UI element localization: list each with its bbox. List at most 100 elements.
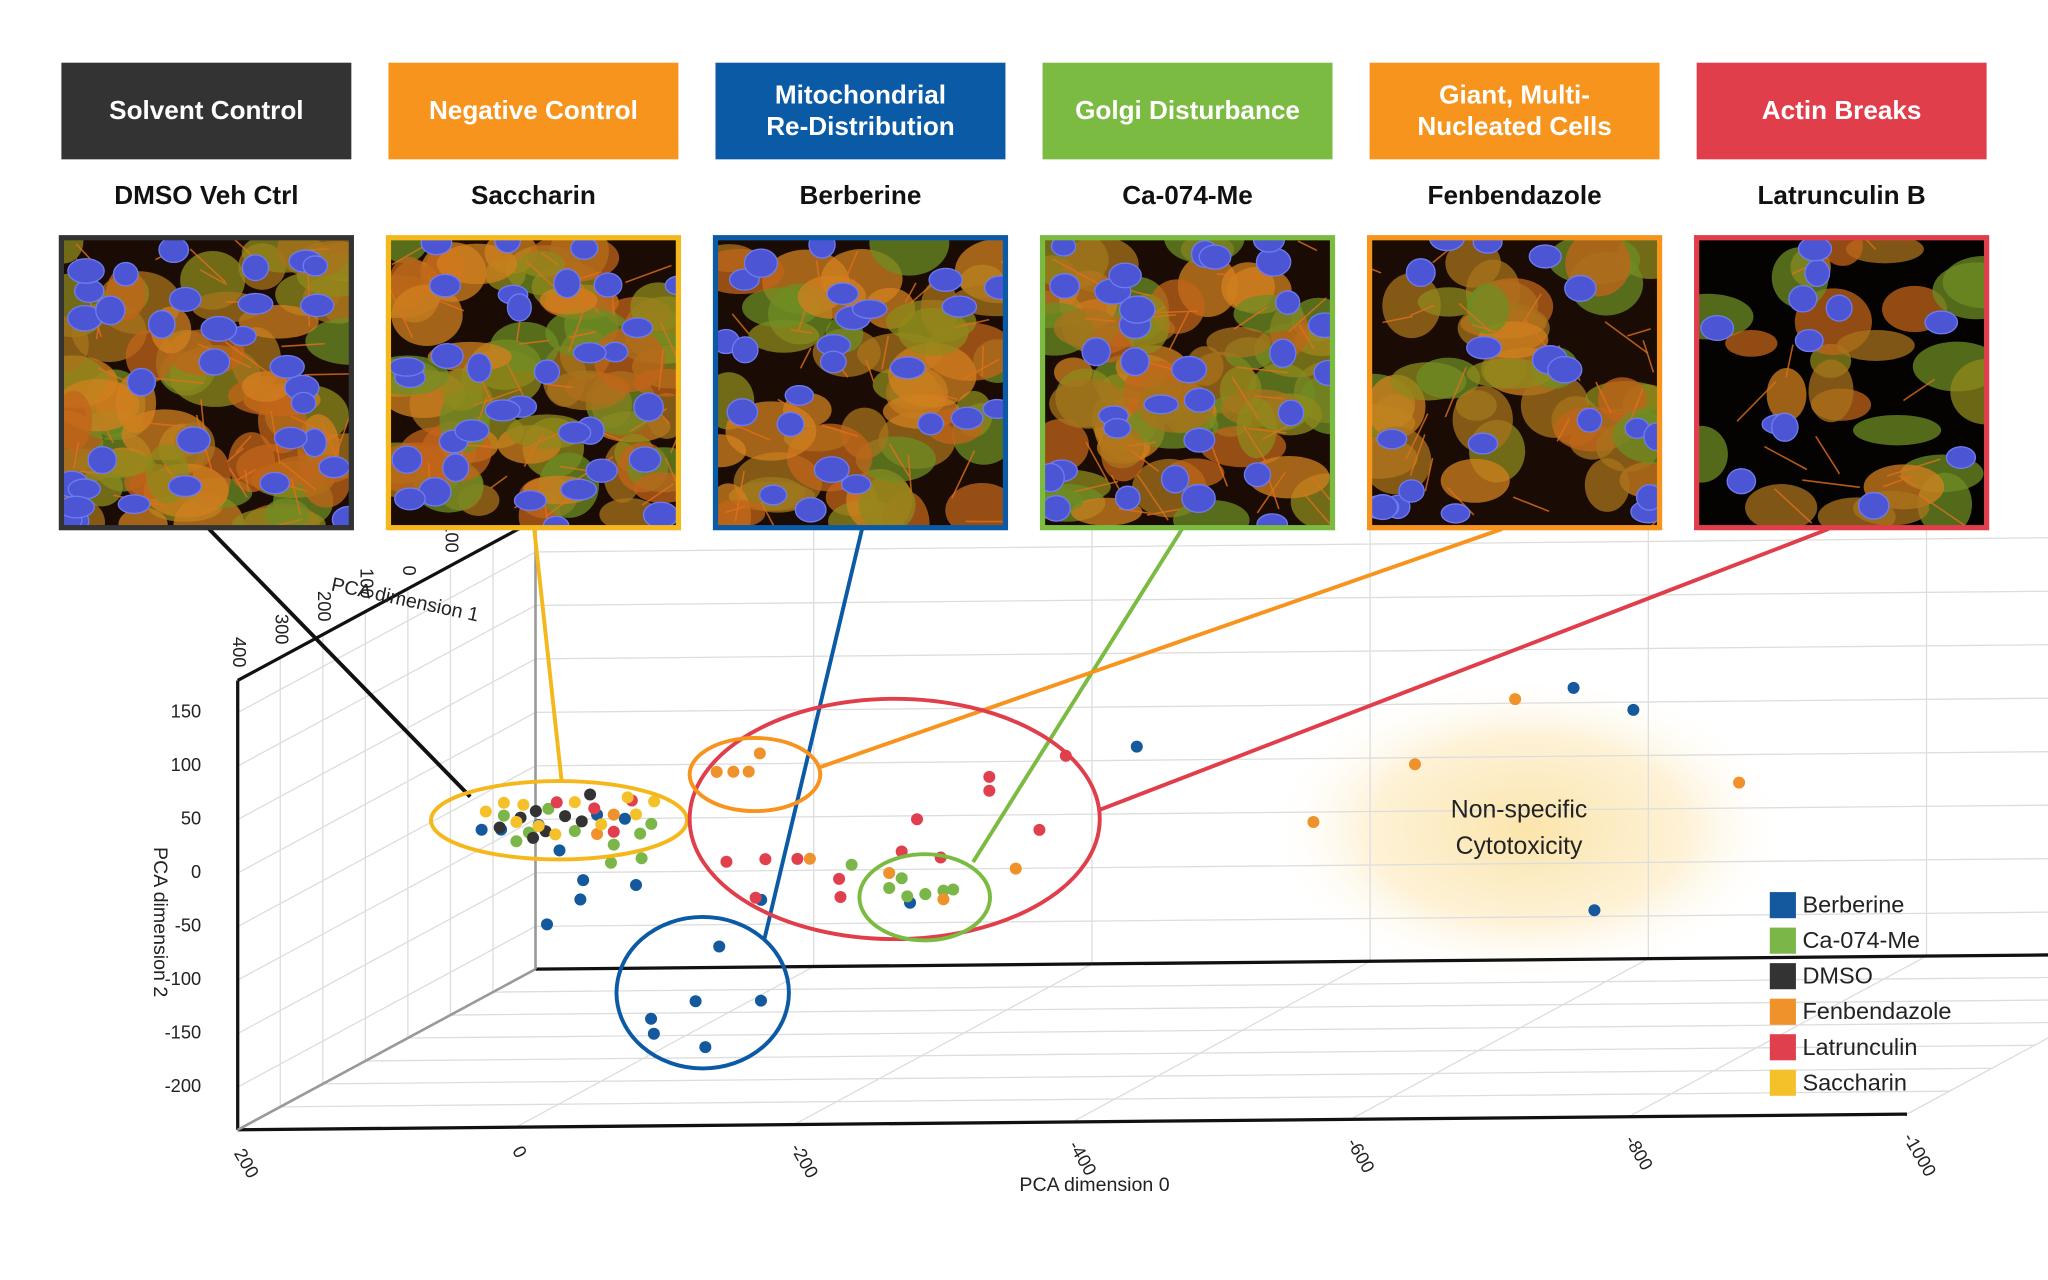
grid-line [515,965,815,1128]
compound-name: Saccharin [471,180,596,210]
nucleus [290,391,317,415]
nucleus [982,398,1006,419]
fiber [545,495,574,518]
panel-header-text: Re-Distribution [766,111,955,141]
nucleus [560,478,598,501]
annotation: Non-specific [1451,797,1587,824]
fiber [152,377,205,385]
grid-line [237,658,536,821]
fiber [1074,480,1119,493]
nucleus [259,471,291,495]
cytoplasm [858,476,916,528]
fiber [981,346,985,377]
fiber [641,483,675,506]
x-tick-label: -200 [786,1139,822,1181]
connector [971,527,1184,864]
fiber [518,339,549,345]
data-point [1733,776,1746,789]
fiber [199,269,228,286]
grid-line [407,1021,2048,1039]
cytotoxicity-glow [1266,675,1790,984]
fiber [1627,328,1651,337]
grid-line [237,925,536,1088]
data-point [607,838,620,851]
micrograph [715,237,1006,528]
grid-line [535,911,2048,928]
nucleus [593,272,623,298]
nucleus [1081,337,1111,367]
fiber [72,441,80,469]
nucleus [1198,244,1232,270]
fiber [1216,273,1268,278]
nucleus [168,475,202,498]
fiber [1648,521,1657,528]
y-axis-title: PCA dimension 2 [149,847,171,997]
fiber [1410,304,1435,317]
fiber [290,477,302,515]
data-point [517,798,530,811]
cytoplasm [305,317,352,365]
fiber [916,388,958,400]
nucleus [642,501,679,528]
axis-line [237,967,537,1131]
fiber [1642,339,1655,373]
data-point [607,825,620,838]
data-point [497,796,510,809]
grid-line [535,537,2048,553]
nucleus [1788,284,1818,313]
z-tick-label: 0 [399,565,420,575]
data-point [550,796,563,809]
data-point [845,858,858,871]
data-point [588,802,601,815]
data-point [883,867,896,880]
fiber [1471,323,1505,336]
cytoplasm [633,472,679,504]
cytoplasm [1452,386,1513,454]
fiber [881,335,890,370]
cluster-ring [614,914,791,1071]
fiber [235,435,252,453]
nucleus [1466,336,1502,360]
data-point [559,810,572,823]
legend-swatch [1769,892,1796,919]
data-point [754,994,767,1007]
micrograph-frame [712,235,1009,531]
connector [207,527,472,799]
micrograph-frame [385,235,682,531]
fiber [1126,441,1157,447]
data-point [479,805,492,818]
fiber [237,468,257,481]
nucleus [112,261,139,287]
cytoplasm [1417,287,1480,317]
nucleus [430,343,464,369]
fiber [388,284,414,339]
nucleus [1118,295,1156,324]
nucleus [572,342,607,364]
fiber [1785,344,1794,378]
fiber [1248,427,1287,434]
panel-header [1369,62,1660,160]
grid-line [280,1090,1950,1108]
micrograph-frame [1039,235,1336,531]
fiber [904,282,917,303]
data-point [510,815,523,828]
cytoplasm [1745,484,1818,528]
nucleus [1398,479,1425,503]
compound-name: Latrunculin B [1757,180,1925,210]
data-point [803,852,816,865]
fiber [1405,413,1429,460]
cytoplasm [1466,358,1554,389]
y-tick-label: -200 [165,1075,202,1096]
x-tick-label: -800 [1621,1132,1657,1174]
nucleus [1945,446,1977,469]
data-point [833,872,846,885]
legend-label: Berberine [1802,892,1904,918]
fiber [951,450,976,499]
nucleus [1313,359,1333,387]
micrograph-frame [1366,235,1663,531]
cytoplasm [1440,458,1510,503]
data-point [753,747,766,760]
cytoplasm [632,368,679,397]
